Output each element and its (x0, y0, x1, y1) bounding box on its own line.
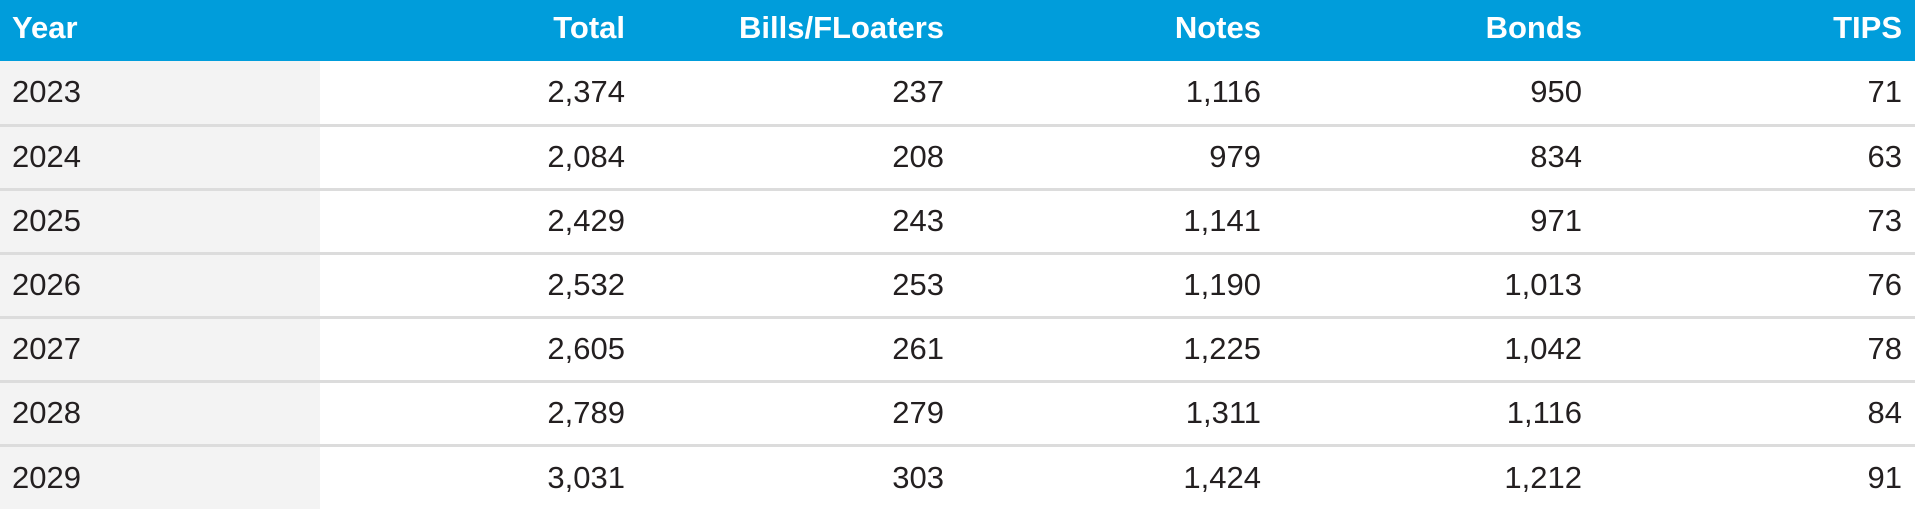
value-cell: 303 (625, 443, 944, 509)
value-cell: 91 (1582, 443, 1915, 509)
table-body: 2023 2,374 237 1,116 950 71 2024 2,084 208 979 834… (0, 61, 1915, 509)
table-row: 2025 2,429 243 1,141 971 73 (0, 187, 1915, 253)
value-cell: 63 (1582, 123, 1915, 189)
year-cell: 2027 (0, 315, 320, 381)
value-cell: 73 (1582, 187, 1915, 253)
column-header-notes: Notes (1174, 9, 1261, 45)
value-cell: 971 (1261, 187, 1582, 253)
value-cell: 3,031 (320, 443, 625, 509)
value-cell: 1,424 (944, 443, 1261, 509)
value-cell: 279 (625, 379, 944, 445)
value-cell: 253 (625, 251, 944, 317)
value-cell: 979 (944, 123, 1261, 189)
value-cell: 78 (1582, 315, 1915, 381)
value-cell: 2,374 (547, 74, 625, 110)
column-header-bonds: Bonds (1485, 9, 1582, 45)
value-cell: 834 (1261, 123, 1582, 189)
value-cell: 1,311 (944, 379, 1261, 445)
table-row: 2029 3,031 303 1,424 1,212 91 (0, 443, 1915, 509)
column-header-bills-floaters: Bills/FLoaters (739, 9, 944, 45)
table-row: 2024 2,084 208 979 834 63 (0, 123, 1915, 189)
table-header: Year Total Bills/FLoaters Notes Bonds TIPS (0, 0, 1915, 61)
value-cell: 208 (625, 123, 944, 189)
year-cell: 2023 (0, 61, 320, 125)
value-cell: 1,116 (1261, 379, 1582, 445)
value-cell: 84 (1582, 379, 1915, 445)
value-cell: 2,605 (320, 315, 625, 381)
value-cell: 243 (625, 187, 944, 253)
value-cell: 950 (1530, 74, 1582, 110)
table-row: 2026 2,532 253 1,190 1,013 76 (0, 251, 1915, 317)
table-row: 2028 2,789 279 1,311 1,116 84 (0, 379, 1915, 445)
value-cell: 1,013 (1261, 251, 1582, 317)
year-cell: 2025 (0, 187, 320, 253)
table-row: 2023 2,374 237 1,116 950 71 (0, 61, 1915, 125)
header-row: Year Total Bills/FLoaters Notes Bonds TIPS (0, 0, 1915, 61)
value-cell: 237 (892, 74, 944, 110)
value-cell: 71 (1867, 74, 1902, 110)
value-cell: 76 (1582, 251, 1915, 317)
value-cell: 261 (625, 315, 944, 381)
value-cell: 1,190 (944, 251, 1261, 317)
value-cell: 1,116 (1185, 74, 1261, 110)
value-cell: 2,084 (320, 123, 625, 189)
value-cell: 1,212 (1261, 443, 1582, 509)
value-cell: 1,141 (944, 187, 1261, 253)
year-cell: 2024 (0, 123, 320, 189)
value-cell: 2,429 (320, 187, 625, 253)
column-header-total: Total (553, 9, 625, 45)
value-cell: 1,225 (944, 315, 1261, 381)
value-cell: 2,532 (320, 251, 625, 317)
column-header-year: Year (12, 9, 78, 45)
value-cell: 1,042 (1261, 315, 1582, 381)
year-cell: 2029 (0, 443, 320, 509)
table-row: 2027 2,605 261 1,225 1,042 78 (0, 315, 1915, 381)
column-header-tips: TIPS (1833, 9, 1902, 45)
value-cell: 2,789 (320, 379, 625, 445)
year-cell: 2026 (0, 251, 320, 317)
year-cell: 2028 (0, 379, 320, 445)
